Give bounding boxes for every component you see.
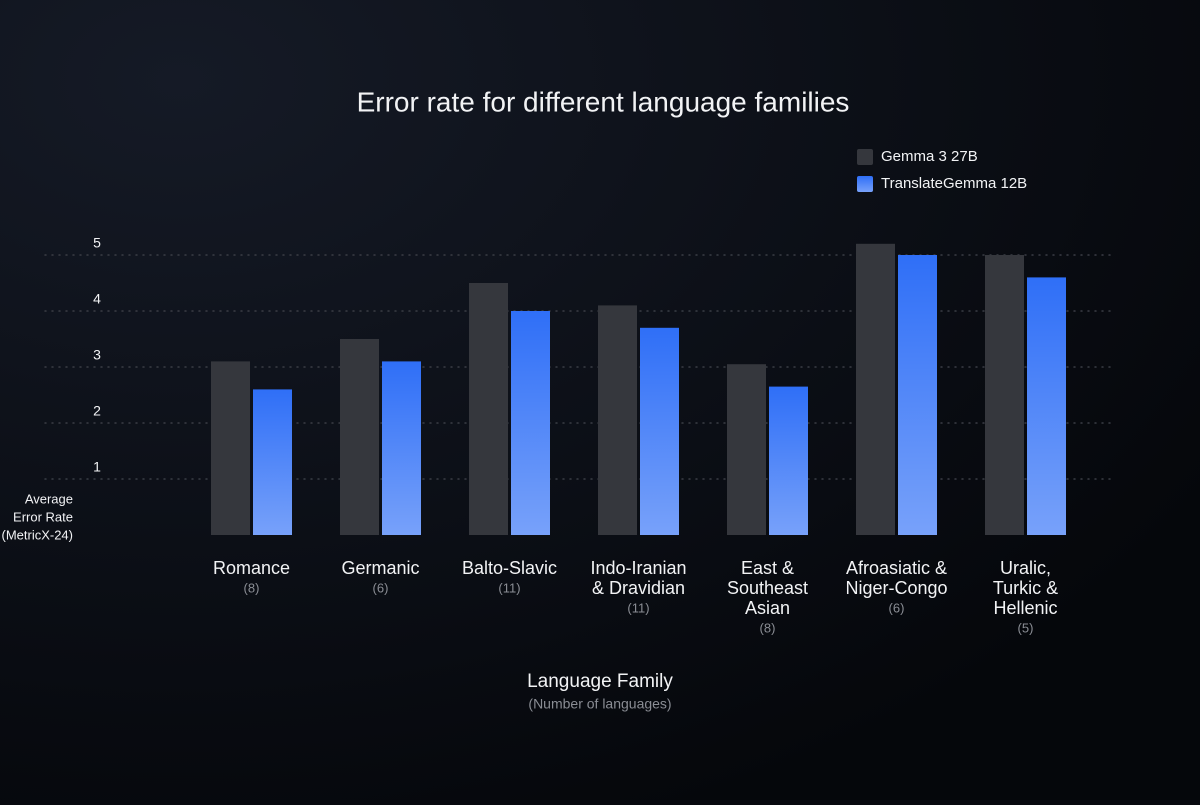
y-axis-title: Error Rate: [13, 509, 73, 524]
x-tick-note: (11): [498, 580, 520, 595]
x-tick-note: (8): [244, 580, 260, 595]
x-tick-label: East &: [741, 558, 794, 578]
x-tick-note: (5): [1018, 620, 1034, 635]
x-axis-title: Language Family: [527, 671, 673, 692]
bar-sheen: [253, 389, 292, 535]
x-tick-label: & Dravidian: [592, 578, 685, 598]
x-tick-note: (8): [760, 620, 776, 635]
bar-sheen: [382, 361, 421, 535]
y-tick-label: 3: [93, 347, 101, 363]
y-tick-label: 2: [93, 403, 101, 419]
x-tick-label: Indo-Iranian: [590, 558, 686, 578]
y-axis-title: Average: [25, 491, 73, 506]
bar-sheen: [769, 386, 808, 535]
x-tick-note: (6): [373, 580, 389, 595]
x-tick-label: Romance: [213, 558, 290, 578]
legend-label: Gemma 3 27B: [881, 148, 978, 165]
x-tick-label: Asian: [745, 598, 790, 618]
y-tick-label: 5: [93, 235, 101, 251]
x-tick-note: (11): [627, 600, 649, 615]
legend-swatch: [857, 149, 873, 165]
x-tick-label: Germanic: [341, 558, 419, 578]
y-tick-label: 1: [93, 459, 101, 475]
bar: [985, 255, 1024, 535]
bar: [469, 283, 508, 535]
x-tick-label: Afroasiatic &: [846, 558, 947, 578]
bar: [727, 364, 766, 535]
chart-title: Error rate for different language famili…: [357, 86, 850, 117]
x-tick-label: Balto-Slavic: [462, 558, 557, 578]
x-tick-note: (6): [889, 600, 905, 615]
bar: [856, 243, 895, 536]
x-tick-label: Hellenic: [993, 598, 1057, 618]
x-tick-label: Uralic,: [1000, 558, 1051, 578]
y-axis-title: (MetricX-24): [1, 527, 73, 542]
bar: [598, 305, 637, 535]
x-tick-label: Niger-Congo: [845, 578, 947, 598]
x-tick-label: Turkic &: [993, 578, 1058, 598]
bar-sheen: [640, 327, 679, 535]
bar-sheen: [511, 311, 550, 535]
bar-sheen: [1027, 277, 1066, 535]
bar-sheen: [898, 255, 937, 535]
y-tick-label: 4: [93, 291, 101, 307]
bar: [211, 361, 250, 535]
x-axis-subtitle: (Number of languages): [528, 696, 671, 712]
bar: [340, 339, 379, 535]
legend-label: TranslateGemma 12B: [881, 175, 1027, 192]
x-tick-label: Southeast: [727, 578, 808, 598]
legend-swatch-sheen: [857, 176, 873, 192]
